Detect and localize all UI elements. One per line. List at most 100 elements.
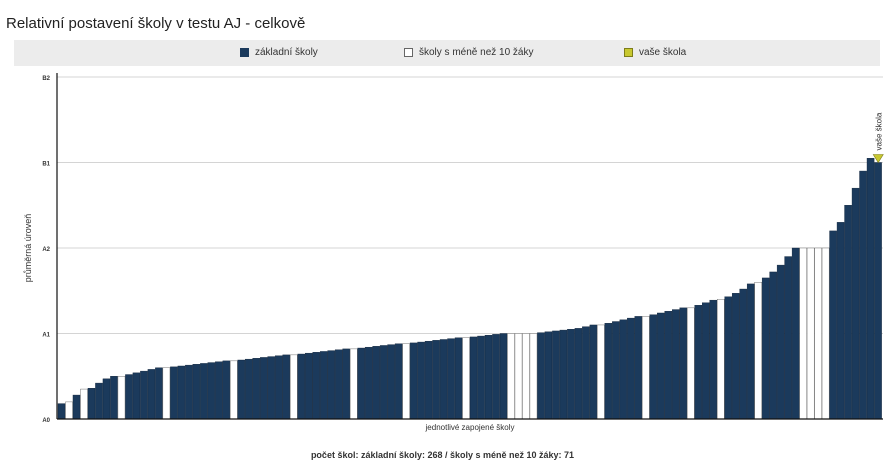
bar-basic-school <box>664 311 673 420</box>
bar-basic-school <box>334 349 343 420</box>
bar-basic-school <box>132 372 141 420</box>
bar-basic-school <box>125 374 133 420</box>
bar-basic-school <box>140 370 148 420</box>
bar-basic-school <box>215 361 223 420</box>
bar-basic-school <box>454 337 463 420</box>
y-tick-label: B1 <box>42 162 50 168</box>
bar-basic-school <box>364 346 373 420</box>
bar-basic-school <box>851 187 860 420</box>
bar-basic-school <box>222 360 231 420</box>
bar-small-school <box>642 316 650 420</box>
chart-title: Relativní postavení školy v testu AJ - c… <box>6 15 306 32</box>
bar-basic-school <box>200 363 208 420</box>
bar-basic-school <box>387 344 395 420</box>
bar-basic-school <box>589 324 598 420</box>
bar-basic-school <box>379 345 388 420</box>
legend-item-your-school: vaše škola <box>624 47 686 58</box>
bar-basic-school <box>185 364 193 420</box>
bar-basic-school <box>282 354 291 420</box>
bar-basic-school <box>582 326 590 420</box>
bar-basic-school <box>724 296 732 420</box>
bar-basic-school <box>672 309 680 420</box>
bar-your-school <box>874 162 882 420</box>
bar-basic-school <box>267 356 276 420</box>
bar-basic-school <box>859 170 867 420</box>
bar-small-school <box>230 360 238 420</box>
y-tick-label: B2 <box>42 76 50 82</box>
bar-small-school <box>162 367 171 420</box>
bar-basic-school <box>447 338 455 420</box>
bar-basic-school <box>207 362 216 420</box>
bar-basic-school <box>417 341 425 420</box>
bar-basic-school <box>574 328 583 420</box>
bar-basic-school <box>192 364 201 420</box>
legend-item-basic-schools: základní školy <box>240 47 318 58</box>
bar-basic-school <box>649 314 658 420</box>
bar-basic-school <box>731 293 740 420</box>
bar-basic-school <box>634 316 643 420</box>
legend-swatch-small-schools <box>404 48 413 57</box>
bar-basic-school <box>679 307 688 420</box>
y-axis-title: průměrná úroveň <box>23 214 33 283</box>
legend-label-small-schools: školy s méně než 10 žáky <box>419 47 534 58</box>
bar-small-school <box>754 282 762 420</box>
bar-small-school <box>806 247 815 420</box>
bar-basic-school <box>275 355 283 420</box>
bar-basic-school <box>477 335 485 420</box>
bar-basic-school <box>612 321 620 420</box>
bar-basic-school <box>694 305 703 420</box>
bar-small-school <box>522 333 530 420</box>
bar-small-school <box>814 247 822 420</box>
bar-basic-school <box>237 359 246 420</box>
school-count-footer: počet škol: základní školy: 268 / školy … <box>310 450 575 460</box>
bar-basic-school <box>372 346 380 420</box>
x-axis-title: jednotlivé zapojené školy <box>425 423 515 432</box>
bar-basic-school <box>559 329 568 420</box>
legend: základní školy školy s méně než 10 žáky … <box>14 40 880 66</box>
bar-basic-school <box>769 271 777 420</box>
bar-basic-school <box>110 376 118 420</box>
bar-small-school <box>597 324 605 420</box>
bar-basic-school <box>439 339 448 420</box>
bar-basic-school <box>170 366 178 420</box>
bar-basic-school <box>866 158 875 420</box>
bar-basic-school <box>537 332 545 420</box>
bar-basic-school <box>409 342 418 420</box>
bar-basic-school <box>829 230 837 420</box>
bar-small-school <box>821 247 830 420</box>
bar-basic-school <box>702 302 710 420</box>
bar-basic-school <box>627 317 635 420</box>
bar-basic-school <box>319 351 328 420</box>
bar-basic-school <box>297 353 305 420</box>
bar-basic-school <box>424 340 433 420</box>
bar-basic-school <box>312 352 320 420</box>
bar-small-school <box>514 333 523 420</box>
bar-basic-school <box>604 323 613 420</box>
bar-basic-school <box>761 277 770 420</box>
bar-basic-school <box>791 247 800 420</box>
bar-basic-school <box>147 369 156 420</box>
bar-small-school <box>799 247 807 420</box>
bar-basic-school <box>305 352 313 420</box>
bar-basic-school <box>484 335 493 420</box>
bar-small-school <box>717 299 725 420</box>
bar-basic-school <box>357 347 365 420</box>
bar-basic-school <box>342 348 350 420</box>
your-school-label: vaše škola <box>874 112 883 150</box>
bar-basic-school <box>102 378 111 420</box>
bar-basic-school <box>469 336 478 420</box>
bar-basic-school <box>95 382 103 420</box>
bar-basic-school <box>619 319 628 420</box>
bar-basic-school <box>657 312 665 420</box>
bar-basic-school <box>552 330 560 420</box>
bar-basic-school <box>252 358 261 420</box>
bar-small-school <box>80 388 88 420</box>
bar-small-school <box>462 337 470 420</box>
bar-basic-school <box>784 256 792 420</box>
bar-basic-school <box>394 343 403 420</box>
bar-small-school <box>507 333 515 420</box>
bar-basic-school <box>72 394 81 420</box>
bar-basic-school <box>327 350 335 420</box>
bar-basic-school <box>739 288 747 420</box>
legend-label-basic-schools: základní školy <box>255 47 318 58</box>
